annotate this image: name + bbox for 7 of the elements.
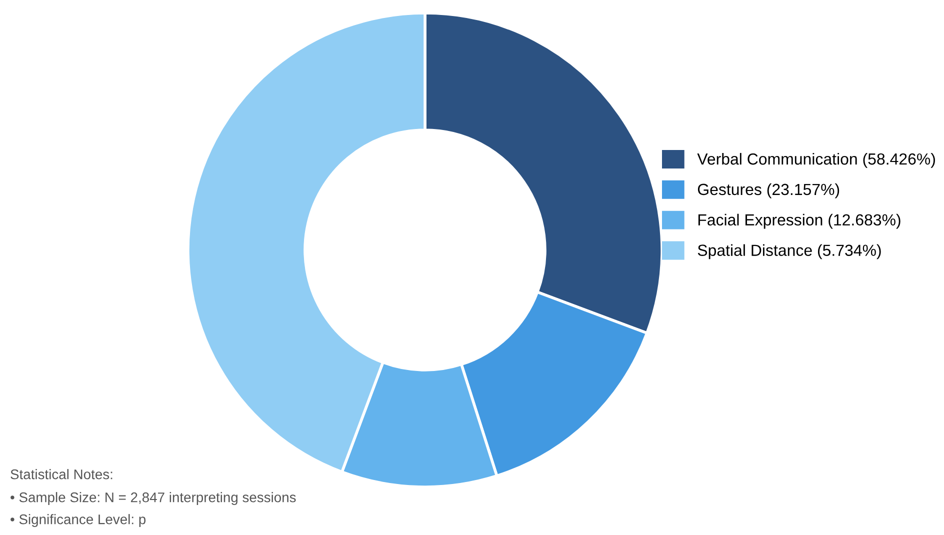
legend-label: Facial Expression (12.683%) (698, 214, 900, 229)
legend-label: Spatial Distance (5.734%) (698, 244, 881, 260)
text: • Sample Size: N = 2,847 interpreting sessions (10, 492, 296, 505)
text: • Significance Level: p (10, 514, 146, 527)
text: Statistical Notes: (10, 469, 112, 480)
legend-label: Verbal Communication (58.426%) (697, 152, 935, 168)
legend-label: Gestures (23.157%) (698, 183, 840, 198)
